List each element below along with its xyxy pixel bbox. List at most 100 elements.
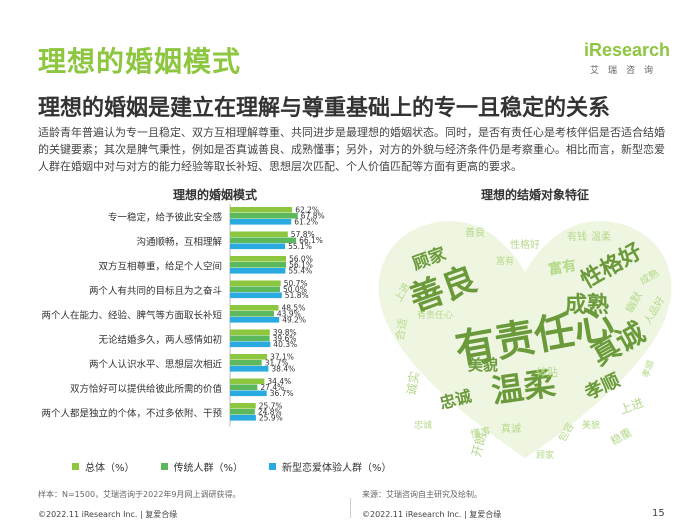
- value-label: 43.9%: [277, 309, 301, 318]
- legend-label-new: 新型恋爱体验人群（%）: [282, 463, 392, 474]
- value-label: 50.7%: [284, 279, 308, 288]
- bar: [230, 378, 265, 385]
- value-label: 50.0%: [283, 285, 307, 294]
- legend-item-traditional: 传统人群（%）: [160, 459, 244, 474]
- cloud-word: 富有: [547, 257, 578, 279]
- bar: [230, 360, 262, 366]
- heart-shape: [378, 221, 672, 458]
- iresearch-logo: iResearch 艾瑞咨询: [584, 40, 680, 84]
- bar: [230, 354, 268, 360]
- legend-swatch-traditional: [160, 463, 168, 470]
- value-label: 51.8%: [285, 291, 309, 300]
- word-cloud: 有责任心善良温柔真诚性格好成熟顾家孝顺美貌忠诚富有开朗体贴上进诚实稳重幽默合适人…: [378, 221, 672, 461]
- bar: [230, 219, 292, 225]
- bar: [230, 335, 270, 342]
- value-label: 25.7%: [259, 401, 283, 410]
- footer-divider: [350, 498, 351, 518]
- value-label: 57.8%: [291, 230, 315, 239]
- bar: [230, 213, 298, 219]
- cloud-word: 美貌: [582, 419, 600, 431]
- cloud-word: 体贴: [536, 365, 558, 379]
- value-label: 27.4%: [260, 383, 284, 392]
- intro-paragraph: 适龄青年普遍认为专一且稳定、双方互相理解尊重、共同进步是最理想的婚姻状态。同时，…: [38, 126, 665, 173]
- category-label: 专一稳定，给予彼此安全感: [108, 211, 223, 223]
- bar: [230, 341, 271, 348]
- cloud-word: 温柔: [591, 231, 611, 243]
- category-label: 两个人认识水平、思想层次相近: [89, 358, 223, 370]
- legend-item-overall: 总体（%）: [72, 459, 135, 474]
- cloud-word: 忠诚: [414, 419, 432, 431]
- value-label: 38.4%: [271, 364, 295, 373]
- cloud-word: 成熟: [565, 292, 609, 318]
- bar: [230, 268, 286, 274]
- value-label: 39.6%: [273, 334, 297, 343]
- category-label: 两个人在能力、经验、脾气等方面取长补短: [41, 309, 222, 321]
- copyright-left: ©2022.11 iResearch Inc. | 复爱合缘: [38, 510, 178, 519]
- category-label: 双方恰好可以提供给彼此所需的价值: [70, 383, 223, 395]
- value-label: 56.0%: [289, 254, 313, 263]
- bar: [230, 305, 279, 311]
- bar: [230, 231, 288, 238]
- logo-subtext: 艾瑞咨询: [590, 66, 663, 76]
- bar: [230, 366, 269, 372]
- value-label: 24.8%: [258, 407, 282, 416]
- value-label: 36.7%: [270, 389, 294, 398]
- cloud-word: 富有: [496, 255, 514, 267]
- cloud-word: 真诚: [501, 422, 521, 435]
- cloud-word: 有责任心: [417, 309, 453, 321]
- legend-swatch-new: [269, 463, 277, 470]
- value-label: 39.8%: [273, 328, 297, 337]
- bar-chart: 专一稳定，给予彼此安全感 62.2%67.8%61.2% 沟通顺畅，互相理解 57.8…: [41, 204, 325, 427]
- value-label: 61.2%: [294, 217, 318, 226]
- copyright-right: ©2022.11 iResearch Inc. | 复爱合缘: [362, 510, 502, 519]
- value-label: 48.5%: [282, 303, 306, 312]
- category-label: 两个人有共同的目标且为之奋斗: [89, 285, 222, 297]
- bar: [230, 256, 286, 262]
- cloud-word: 有钱: [567, 230, 587, 243]
- value-label: 66.1%: [299, 236, 323, 245]
- logo-text: iResearch: [584, 40, 671, 60]
- bar: [230, 329, 270, 336]
- cloud-word: 懂事: [469, 424, 491, 440]
- bar: [230, 280, 281, 287]
- cloud-word: 开朗: [469, 432, 489, 459]
- category-label: 无论结婚多久，两人感情如初: [98, 334, 222, 346]
- bar: [230, 317, 280, 323]
- value-label: 25.9%: [259, 413, 283, 422]
- source-note: 来源：艾瑞咨询自主研究及绘制。: [362, 490, 482, 499]
- legend-swatch-overall: [72, 463, 79, 470]
- value-label: 49.2%: [282, 315, 306, 324]
- value-label: 62.2%: [295, 205, 319, 214]
- cloud-word: 上进: [618, 396, 645, 417]
- cloud-word: 顾家: [536, 449, 554, 461]
- value-label: 55.4%: [288, 266, 312, 275]
- legend-item-new: 新型恋爱体验人群（%）: [269, 459, 392, 474]
- page-title: 理想的婚姻模式: [38, 45, 242, 78]
- value-label: 40.3%: [273, 340, 297, 349]
- cloud-word: 善良: [465, 226, 485, 239]
- value-label: 37.1%: [270, 352, 294, 361]
- page-subtitle: 理想的婚姻是建立在理解与尊重基础上的专一且稳定的关系: [38, 96, 611, 121]
- bar: [230, 403, 256, 409]
- category-label: 两个人都是独立的个体，不过多依附、干预: [41, 407, 222, 419]
- cloud-word: 稳重: [608, 425, 634, 448]
- sample-note: 样本：N=1500，艾瑞咨询于2022年9月网上调研获得。: [38, 490, 241, 499]
- chart-legend: 总体（%） 传统人群（%） 新型恋爱体验人群（%）: [72, 459, 392, 474]
- bar: [230, 237, 297, 244]
- legend-label-overall: 总体（%）: [85, 463, 135, 474]
- bar: [230, 262, 287, 268]
- legend-label-traditional: 传统人群（%）: [173, 463, 244, 474]
- cloud-word: 合适: [392, 317, 410, 341]
- bar: [230, 207, 293, 213]
- cloud-word: 温柔: [489, 364, 558, 411]
- cloud-word: 美貌: [468, 356, 498, 374]
- category-label: 沟通顺畅，互相理解: [136, 236, 222, 248]
- cloud-word: 孝顺: [640, 359, 656, 380]
- word-cloud-title: 理想的结婚对象特征: [480, 188, 589, 202]
- value-label: 34.4%: [267, 377, 291, 386]
- value-label: 55.1%: [288, 242, 312, 251]
- value-label: 31.7%: [265, 358, 289, 367]
- bar: [230, 286, 280, 293]
- chart-title: 理想的婚姻模式: [172, 188, 257, 202]
- bar: [230, 415, 256, 421]
